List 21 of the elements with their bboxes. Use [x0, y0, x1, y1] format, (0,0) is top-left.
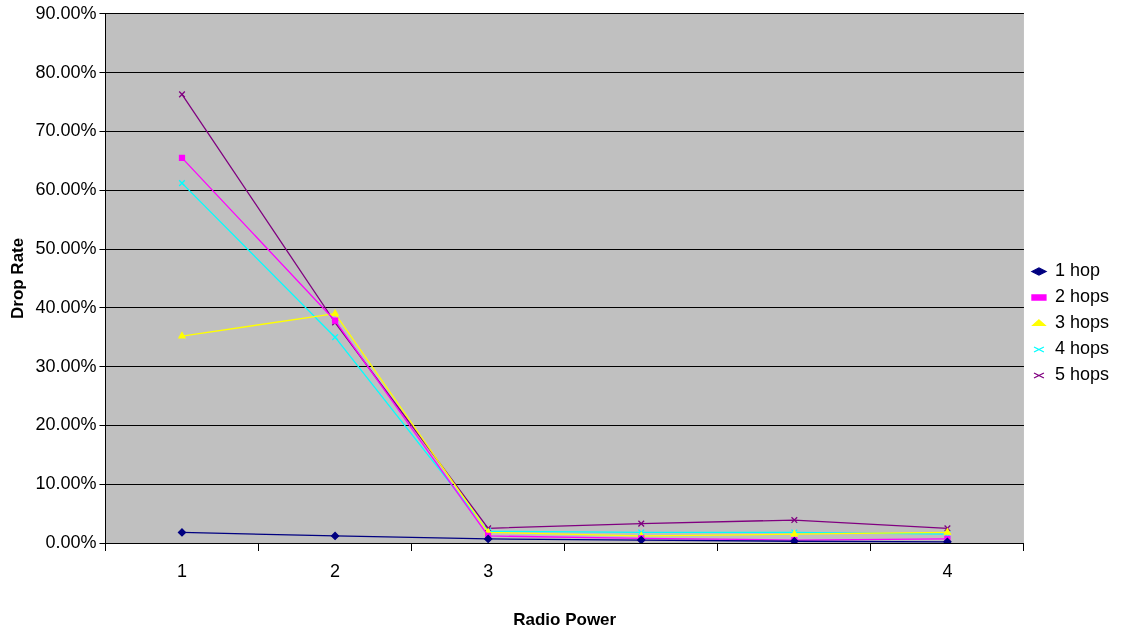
legend-label: 1 hop	[1054, 260, 1100, 281]
y-tick-label: 90.00%	[35, 2, 97, 23]
y-tick-label: 30.00%	[35, 355, 97, 376]
x-axis-title: Radio Power	[513, 610, 617, 630]
x-tick-label: 3	[483, 560, 494, 581]
legend-label: 3 hops	[1054, 312, 1109, 333]
x-tick-label: 4	[942, 560, 953, 581]
y-tick-label: 20.00%	[35, 414, 97, 435]
y-tick-label: 50.00%	[35, 237, 97, 258]
x-tick-label: 2	[330, 560, 341, 581]
y-axis-title: Drop Rate	[7, 237, 27, 320]
y-tick-label: 10.00%	[35, 473, 97, 494]
legend-label: 4 hops	[1054, 338, 1109, 359]
y-tick-label: 80.00%	[35, 61, 97, 82]
legend-label: 2 hops	[1054, 286, 1109, 307]
x-tick-label: 1	[176, 560, 187, 581]
y-tick-label: 70.00%	[35, 120, 97, 141]
y-tick-label: 60.00%	[35, 179, 97, 200]
y-tick-label: 0.00%	[45, 531, 97, 552]
y-tick-label: 40.00%	[35, 296, 97, 317]
legend-label: 5 hops	[1054, 364, 1109, 385]
